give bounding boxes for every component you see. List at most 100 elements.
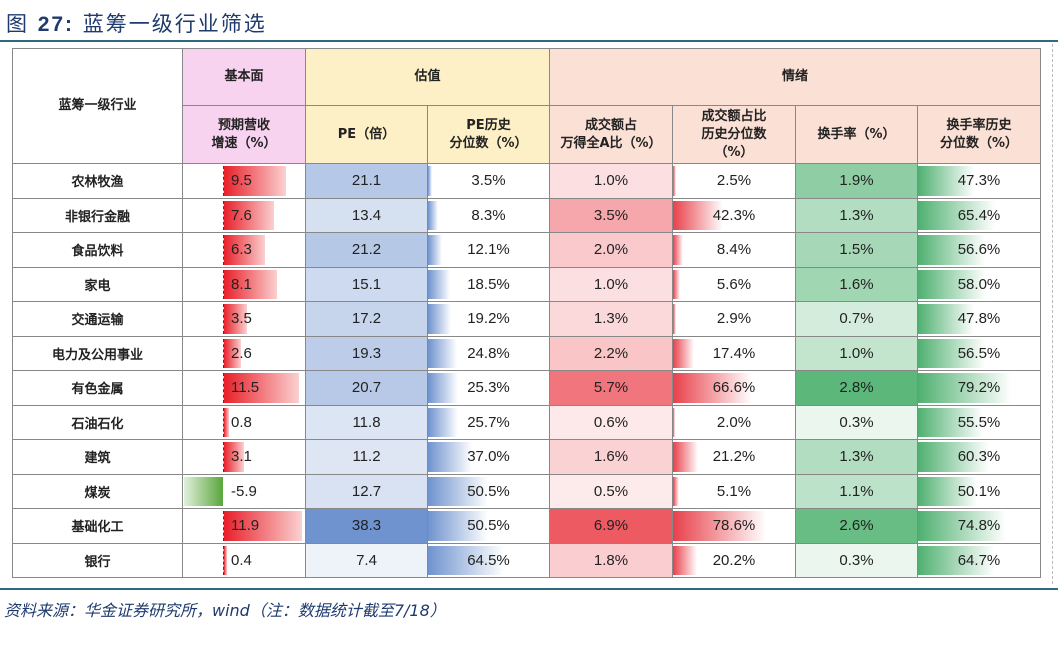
- data-cell: 74.8%: [917, 508, 1041, 544]
- cell-value: 1.3%: [593, 310, 629, 328]
- data-cell: 50.1%: [917, 473, 1041, 509]
- cell-value: 1.5%: [839, 241, 874, 259]
- data-cell: 21.2%: [672, 439, 796, 475]
- data-cell: 7.6: [182, 197, 306, 233]
- data-cell: 0.4: [182, 542, 306, 578]
- data-bar: [918, 304, 975, 334]
- column-header: 换手率历史 分位数（%）: [917, 105, 1041, 164]
- industry-name: 食品饮料: [12, 232, 183, 268]
- cell-value: 47.3%: [957, 172, 1001, 190]
- data-cell: 17.2: [305, 301, 428, 337]
- data-bar: [673, 442, 699, 472]
- data-bar: [184, 476, 223, 506]
- cell-value: 2.5%: [716, 172, 752, 190]
- data-bar: [428, 373, 458, 403]
- cell-value: 11.5: [231, 379, 260, 397]
- data-cell: 0.3%: [795, 542, 918, 578]
- cell-value: 11.8: [352, 413, 381, 431]
- data-cell: 1.8%: [549, 542, 673, 578]
- data-cell: 0.5%: [549, 473, 673, 509]
- cell-value: 50.5%: [467, 482, 510, 500]
- cell-value: 7.6: [231, 206, 252, 224]
- industry-name: 基础化工: [12, 508, 183, 544]
- industry-name: 电力及公用事业: [12, 335, 183, 371]
- data-cell: 19.2%: [427, 301, 550, 337]
- data-bar: [428, 338, 458, 368]
- industry-name: 有色金属: [12, 370, 183, 406]
- data-cell: 11.5: [182, 370, 306, 406]
- data-bar: [223, 200, 274, 230]
- cell-value: 11.9: [231, 517, 260, 535]
- column-header: 预期营收 增速（%）: [182, 105, 306, 164]
- data-cell: 6.3: [182, 232, 306, 268]
- cell-value: 38.3: [351, 517, 382, 535]
- data-cell: 2.6%: [795, 508, 918, 544]
- cell-value: 58.0%: [957, 275, 1001, 293]
- data-bar: [223, 373, 300, 403]
- data-bar: [428, 269, 450, 299]
- data-bar: [428, 442, 472, 472]
- data-bar: [428, 304, 451, 334]
- cell-value: 19.3: [351, 344, 382, 362]
- data-cell: 1.3%: [795, 197, 918, 233]
- data-bar: [918, 200, 996, 230]
- frame-border: [1052, 44, 1053, 584]
- data-cell: 1.3%: [549, 301, 673, 337]
- cell-value: 15.1: [351, 275, 382, 293]
- cell-value: 21.2%: [712, 448, 756, 466]
- data-cell: 12.1%: [427, 232, 550, 268]
- data-bar: [428, 511, 488, 541]
- data-cell: 56.6%: [917, 232, 1041, 268]
- data-cell: 11.8: [305, 404, 428, 440]
- data-cell: 64.5%: [427, 542, 550, 578]
- data-bar: [918, 269, 987, 299]
- cell-value: 0.3%: [839, 413, 874, 431]
- cell-value: 64.5%: [467, 551, 510, 569]
- data-bar: [223, 166, 287, 196]
- data-bar: [918, 235, 985, 265]
- data-bar: [673, 304, 677, 334]
- column-header: PE（倍）: [305, 105, 428, 164]
- cell-value: 2.8%: [839, 379, 874, 397]
- cell-value: 1.9%: [839, 172, 874, 190]
- cell-value: 0.8: [231, 413, 252, 431]
- column-header: 成交额占比 历史分位数 （%）: [672, 105, 796, 164]
- data-bar: [918, 442, 990, 472]
- cell-value: 6.9%: [593, 517, 629, 535]
- cell-value: 56.6%: [957, 241, 1001, 259]
- data-cell: 56.5%: [917, 335, 1041, 371]
- data-cell: 78.6%: [672, 508, 796, 544]
- cell-value: 6.3: [231, 241, 252, 259]
- cell-value: 21.1: [351, 172, 382, 190]
- corner-header: 蓝筹一级行业: [12, 48, 183, 164]
- data-cell: 2.9%: [672, 301, 796, 337]
- cell-value: 50.5%: [467, 517, 510, 535]
- data-bar: [673, 200, 723, 230]
- industry-name: 煤炭: [12, 473, 183, 509]
- data-cell: 50.5%: [427, 508, 550, 544]
- data-cell: 79.2%: [917, 370, 1041, 406]
- cell-value: 3.5%: [593, 206, 629, 224]
- data-cell: 19.3: [305, 335, 428, 371]
- cell-value: 1.6%: [839, 275, 874, 293]
- table-row: 食品饮料 6.3 21.2 12.1% 2.0% 8.4% 1.5% 56.6%: [12, 232, 1041, 268]
- industry-name: 非银行金融: [12, 197, 183, 233]
- data-cell: 42.3%: [672, 197, 796, 233]
- cell-value: 11.2: [352, 448, 381, 466]
- data-cell: 3.5%: [549, 197, 673, 233]
- data-cell: 66.6%: [672, 370, 796, 406]
- cell-value: 74.8%: [957, 517, 1001, 535]
- data-bar: [918, 407, 984, 437]
- cell-value: 13.4: [351, 206, 382, 224]
- data-cell: 50.5%: [427, 473, 550, 509]
- cell-value: -5.9: [231, 482, 257, 500]
- cell-value: 1.3%: [839, 206, 874, 224]
- cell-value: 0.3%: [839, 551, 874, 569]
- cell-value: 2.6: [231, 344, 252, 362]
- data-bar: [673, 373, 752, 403]
- cell-value: 1.3%: [839, 448, 874, 466]
- data-bar: [918, 166, 974, 196]
- data-cell: 1.6%: [549, 439, 673, 475]
- data-cell: 2.8%: [795, 370, 918, 406]
- data-bar: [918, 545, 995, 575]
